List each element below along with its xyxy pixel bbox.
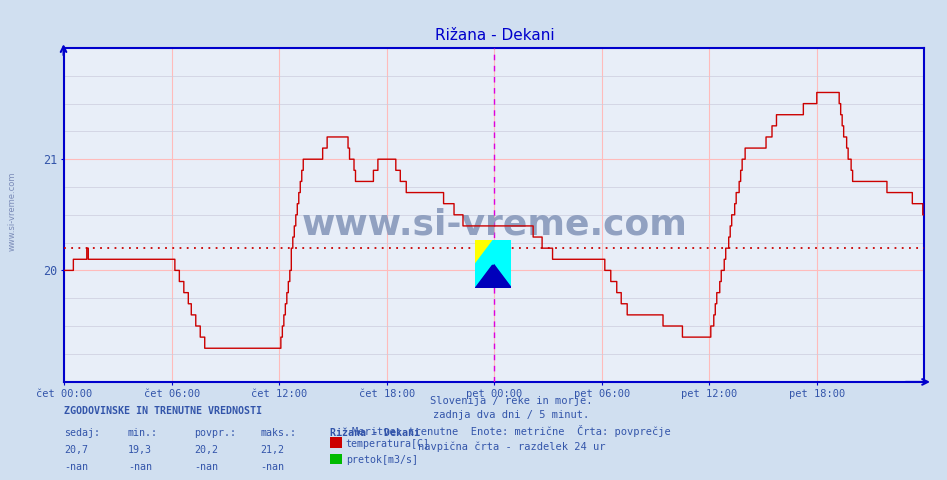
Polygon shape: [475, 240, 511, 264]
Text: maks.:: maks.:: [260, 428, 296, 438]
Text: ZGODOVINSKE IN TRENUTNE VREDNOSTI: ZGODOVINSKE IN TRENUTNE VREDNOSTI: [64, 406, 262, 416]
Text: 20,7: 20,7: [64, 445, 88, 456]
Polygon shape: [493, 240, 511, 264]
Text: povpr.:: povpr.:: [194, 428, 236, 438]
Polygon shape: [475, 264, 511, 288]
Text: 21,2: 21,2: [260, 445, 284, 456]
Text: www.si-vreme.com: www.si-vreme.com: [8, 171, 17, 251]
Text: 19,3: 19,3: [128, 445, 152, 456]
Text: www.si-vreme.com: www.si-vreme.com: [301, 208, 688, 242]
Text: -nan: -nan: [260, 462, 284, 472]
Text: 20,2: 20,2: [194, 445, 218, 456]
Text: sedaj:: sedaj:: [64, 428, 100, 438]
Polygon shape: [475, 264, 511, 288]
Text: -nan: -nan: [128, 462, 152, 472]
Text: Slovenija / reke in morje.
zadnja dva dni / 5 minut.
Meritve: trenutne  Enote: m: Slovenija / reke in morje. zadnja dva dn…: [352, 396, 670, 452]
Bar: [475, 240, 493, 264]
Text: temperatura[C]: temperatura[C]: [346, 439, 430, 449]
Text: min.:: min.:: [128, 428, 158, 438]
Text: -nan: -nan: [64, 462, 88, 472]
Text: pretok[m3/s]: pretok[m3/s]: [346, 456, 418, 465]
Text: -nan: -nan: [194, 462, 218, 472]
Text: Rižana - Dekani: Rižana - Dekani: [330, 428, 420, 438]
Title: Rižana - Dekani: Rižana - Dekani: [435, 28, 554, 43]
